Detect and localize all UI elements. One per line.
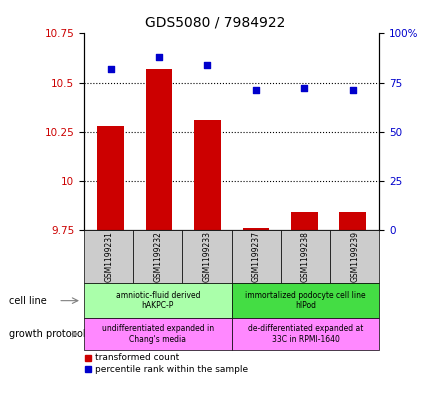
Text: GSM1199232: GSM1199232 <box>153 231 162 282</box>
Text: cell line: cell line <box>9 296 46 306</box>
Point <box>348 87 355 94</box>
Point <box>203 62 210 68</box>
Text: amniotic-fluid derived
hAKPC-P: amniotic-fluid derived hAKPC-P <box>115 291 200 310</box>
Text: de-differentiated expanded at
33C in RPMI-1640: de-differentiated expanded at 33C in RPM… <box>247 324 362 344</box>
Bar <box>338 212 365 230</box>
Text: growth protocol: growth protocol <box>9 329 85 339</box>
Bar <box>97 126 124 230</box>
Text: GDS5080 / 7984922: GDS5080 / 7984922 <box>145 16 285 30</box>
Text: GSM1199231: GSM1199231 <box>104 231 113 282</box>
Text: GSM1199239: GSM1199239 <box>349 231 358 282</box>
Text: percentile rank within the sample: percentile rank within the sample <box>95 365 247 374</box>
Point <box>252 87 259 94</box>
Bar <box>242 228 269 230</box>
Bar <box>194 120 220 230</box>
Bar <box>145 69 172 230</box>
Text: GSM1199237: GSM1199237 <box>251 231 260 282</box>
Point <box>107 66 114 72</box>
Point <box>155 54 162 60</box>
Text: GSM1199238: GSM1199238 <box>300 231 309 282</box>
Point <box>300 85 307 92</box>
Text: transformed count: transformed count <box>95 353 178 362</box>
Text: GSM1199233: GSM1199233 <box>202 231 211 282</box>
Bar <box>290 212 317 230</box>
Text: undifferentiated expanded in
Chang's media: undifferentiated expanded in Chang's med… <box>101 324 213 344</box>
Text: immortalized podocyte cell line
hIPod: immortalized podocyte cell line hIPod <box>245 291 365 310</box>
